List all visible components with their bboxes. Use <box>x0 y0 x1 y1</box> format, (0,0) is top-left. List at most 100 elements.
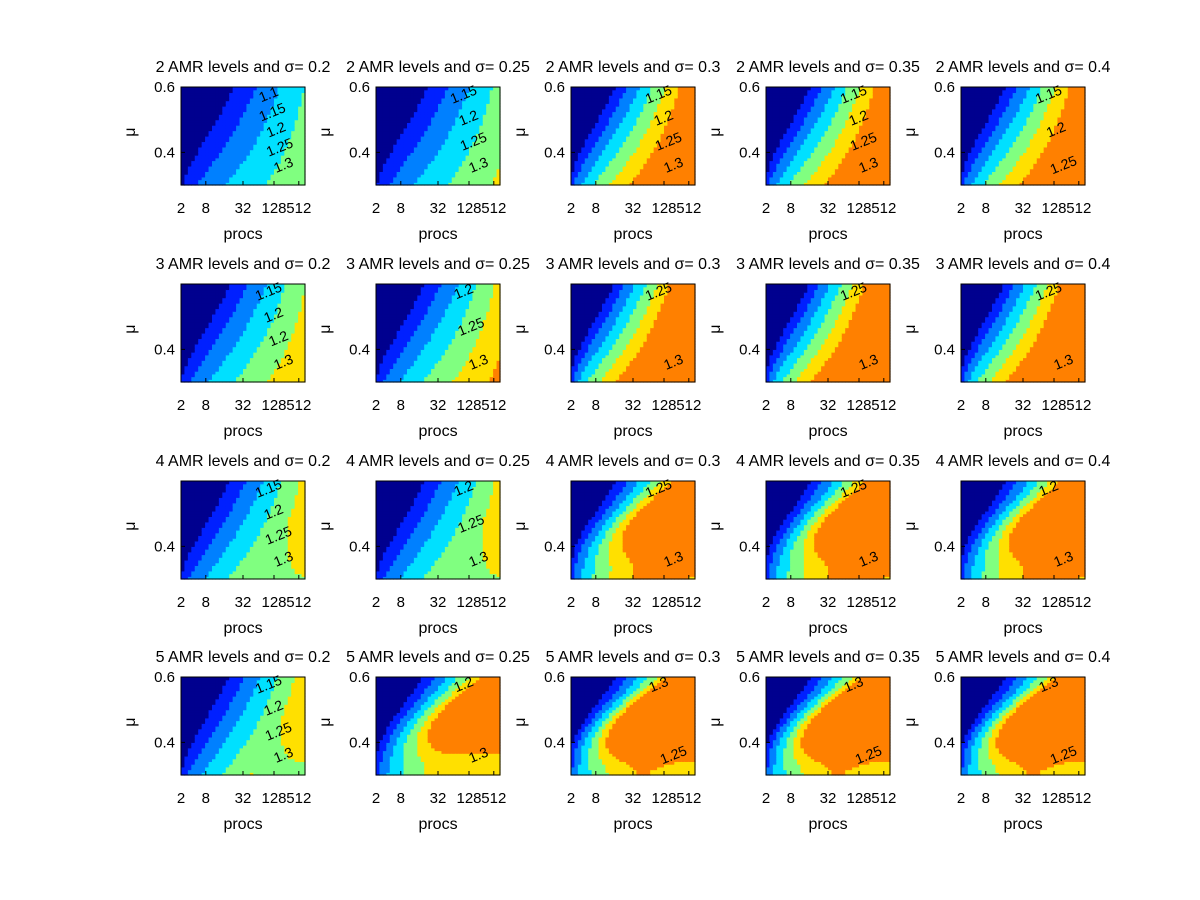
contour-cell <box>249 165 254 170</box>
contour-cell <box>280 165 285 170</box>
contour-cell <box>232 87 237 91</box>
contour-cell <box>198 108 203 113</box>
contour-cell <box>222 149 227 153</box>
contour-cell <box>205 179 210 183</box>
contour-cell <box>427 163 432 167</box>
contour-cell <box>187 116 192 121</box>
x-tick-label: 128 <box>651 200 676 217</box>
contour-cell <box>198 97 203 102</box>
contour-cell <box>194 176 199 181</box>
contour-cell <box>194 138 199 143</box>
contour-cell <box>208 87 213 91</box>
contour-cell <box>441 122 446 126</box>
contour-cell <box>434 144 439 148</box>
contour-cell <box>382 163 387 167</box>
contour-cell <box>215 89 220 94</box>
contour-cell <box>184 171 189 175</box>
contour-cell <box>389 116 394 121</box>
subplot-title: 2 AMR levels and σ= 0.2 <box>156 59 331 76</box>
contour-cell <box>243 160 248 164</box>
contour-cell <box>280 163 285 167</box>
contour-cell <box>382 125 387 129</box>
contour-cell <box>229 176 234 181</box>
contour-cell <box>181 160 186 164</box>
contour-cell <box>260 89 265 94</box>
contour-cell <box>191 155 196 159</box>
contour-cell <box>263 92 268 96</box>
contour-cell <box>267 92 272 96</box>
contour-cell <box>229 89 234 94</box>
contour-cell <box>280 171 285 175</box>
contour-cell <box>403 89 408 94</box>
contour-cell <box>198 89 203 94</box>
contour-cell <box>236 106 241 110</box>
contour-cell <box>403 155 408 159</box>
contour-cell <box>229 138 234 143</box>
contour-cell <box>256 108 261 113</box>
contour-cell <box>294 97 299 102</box>
contour-cell <box>386 176 391 181</box>
contour-cell <box>294 174 299 178</box>
contour-cell <box>243 92 248 96</box>
contour-cell <box>243 125 248 129</box>
contour-cell <box>441 157 446 162</box>
contour-cell <box>427 165 432 170</box>
contour-cell <box>205 106 210 110</box>
contour-cell <box>301 103 306 107</box>
contour-cell <box>229 182 234 186</box>
contour-cell <box>208 92 213 96</box>
contour-cell <box>301 165 306 170</box>
contour-cell <box>287 182 292 186</box>
contour-cell <box>386 89 391 94</box>
contour-cell <box>181 144 186 148</box>
contour-cell <box>191 133 196 137</box>
contour-cell <box>215 144 220 148</box>
contour-cell <box>389 136 394 140</box>
contour-cell <box>424 133 429 137</box>
contour-cell <box>194 174 199 178</box>
contour-cell <box>403 149 408 153</box>
contour-cell <box>420 130 425 134</box>
contour-cell <box>294 138 299 143</box>
contour-cell <box>212 149 217 153</box>
contour-cell <box>379 163 384 167</box>
contour-cell <box>249 106 254 110</box>
contour-cell <box>236 168 241 172</box>
contour-cell <box>287 163 292 167</box>
contour-cell <box>232 127 237 132</box>
contour-cell <box>232 165 237 170</box>
contour-cell <box>420 92 425 96</box>
contour-cell <box>376 87 381 91</box>
contour-cell <box>263 116 268 121</box>
contour-cell <box>198 141 203 145</box>
contour-cell <box>236 155 241 159</box>
contour-cell <box>294 179 299 183</box>
contour-cell <box>438 125 443 129</box>
contour-cell <box>198 171 203 175</box>
contour-cell <box>208 163 213 167</box>
contour-cell <box>427 95 432 99</box>
contour-cell <box>256 163 261 167</box>
contour-cell <box>260 149 265 153</box>
contour-cell <box>420 119 425 123</box>
contour-cell <box>434 152 439 156</box>
contour-cell <box>215 127 220 132</box>
contour-cell <box>194 114 199 118</box>
contour-cell <box>431 122 436 126</box>
contour-cell <box>441 95 446 99</box>
contour-cell <box>431 116 436 121</box>
contour-cell <box>410 176 415 181</box>
contour-cell <box>205 125 210 129</box>
contour-cell <box>270 152 275 156</box>
contour-cell <box>287 97 292 102</box>
contour-cell <box>236 125 241 129</box>
contour-cell <box>277 130 282 134</box>
contour-cell <box>205 163 210 167</box>
contour-cell <box>413 130 418 134</box>
contour-cell <box>431 155 436 159</box>
contour-cell <box>253 114 258 118</box>
contour-cell <box>201 103 206 107</box>
contour-cell <box>222 116 227 121</box>
contour-cell <box>260 130 265 134</box>
contour-cell <box>284 171 289 175</box>
